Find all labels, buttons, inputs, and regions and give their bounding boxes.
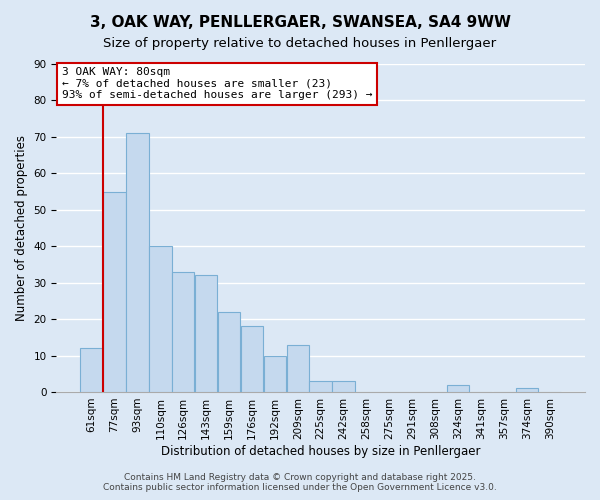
Bar (103, 192, 126, 392)
Text: 3 OAK WAY: 80sqm
← 7% of detached houses are smaller (23)
93% of semi-detached h: 3 OAK WAY: 80sqm ← 7% of detached houses… (62, 68, 372, 100)
Bar (515, 388, 538, 392)
Text: Contains HM Land Registry data © Crown copyright and database right 2025.
Contai: Contains HM Land Registry data © Crown c… (103, 473, 497, 492)
Bar (310, 381, 332, 392)
Bar (172, 272, 194, 392)
Text: Size of property relative to detached houses in Penllergaer: Size of property relative to detached ho… (103, 38, 497, 51)
Bar (287, 344, 309, 392)
Bar (149, 246, 172, 392)
Bar (241, 326, 263, 392)
Bar (218, 312, 241, 392)
Bar (80, 348, 103, 392)
Y-axis label: Number of detached properties: Number of detached properties (15, 135, 28, 321)
Bar (447, 384, 469, 392)
Bar (332, 381, 355, 392)
Bar (195, 276, 217, 392)
Text: 3, OAK WAY, PENLLERGAER, SWANSEA, SA4 9WW: 3, OAK WAY, PENLLERGAER, SWANSEA, SA4 9W… (89, 15, 511, 30)
X-axis label: Distribution of detached houses by size in Penllergaer: Distribution of detached houses by size … (161, 444, 481, 458)
Bar (263, 356, 286, 392)
Bar (126, 133, 149, 392)
